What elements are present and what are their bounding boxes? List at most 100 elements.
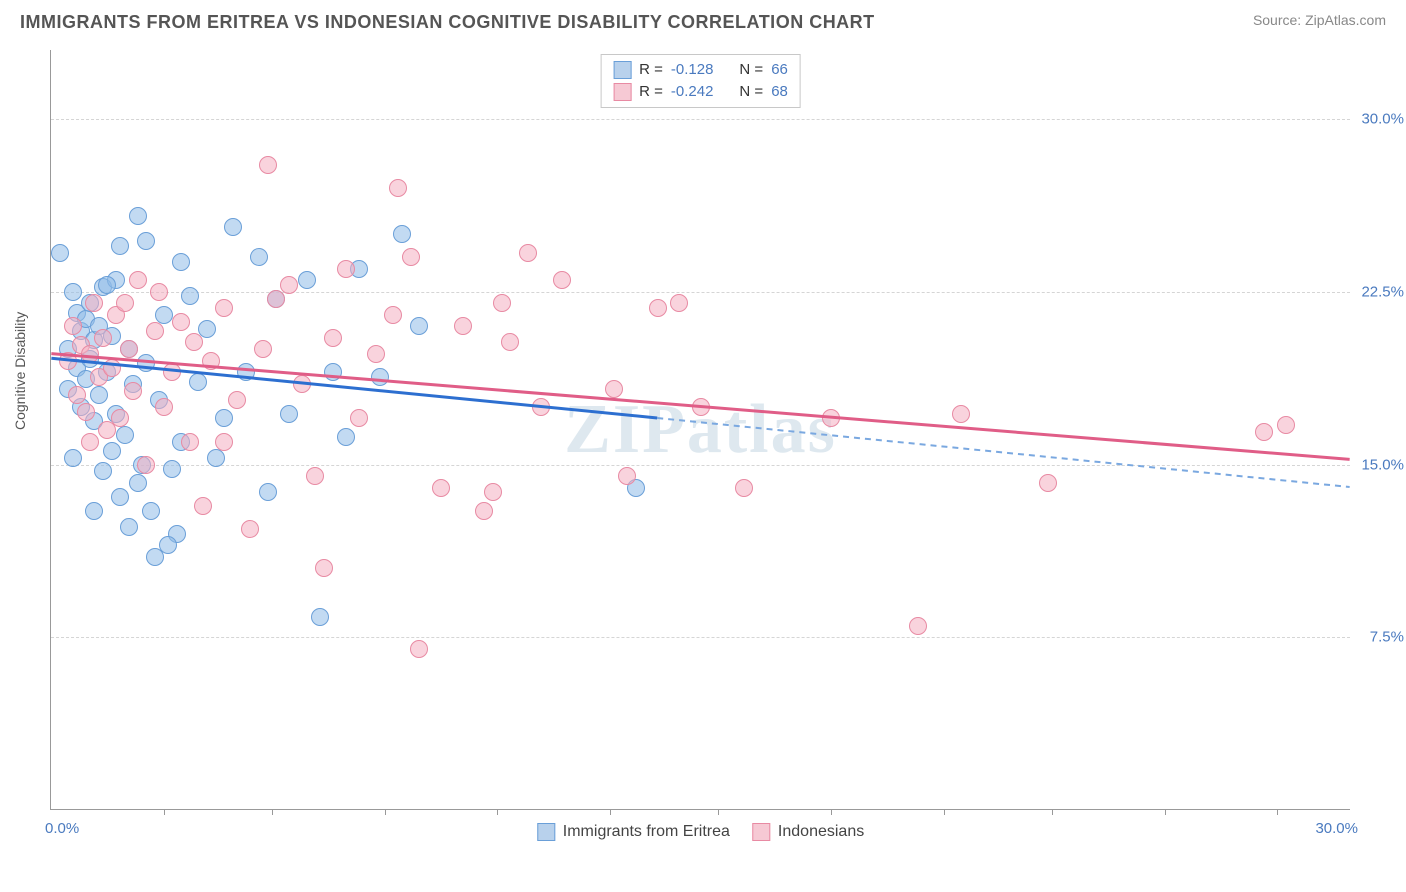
data-point (605, 380, 623, 398)
data-point (189, 373, 207, 391)
data-point (81, 345, 99, 363)
data-point (137, 232, 155, 250)
legend-item: Immigrants from Eritrea (537, 823, 730, 841)
data-point (280, 276, 298, 294)
swatch-icon (537, 823, 555, 841)
data-point (198, 320, 216, 338)
r-value: -0.242 (671, 81, 714, 103)
data-point (159, 536, 177, 554)
data-point (371, 368, 389, 386)
data-point (493, 294, 511, 312)
series-name: Indonesians (778, 823, 864, 841)
data-point (81, 433, 99, 451)
x-tick-mark (610, 809, 611, 815)
data-point (181, 433, 199, 451)
data-point (185, 333, 203, 351)
data-point (94, 329, 112, 347)
data-point (410, 640, 428, 658)
data-point (172, 313, 190, 331)
data-point (432, 479, 450, 497)
data-point (259, 156, 277, 174)
data-point (315, 559, 333, 577)
data-point (241, 520, 259, 538)
data-point (350, 409, 368, 427)
data-point (155, 398, 173, 416)
data-point (129, 207, 147, 225)
data-point (98, 276, 116, 294)
data-point (155, 306, 173, 324)
data-point (337, 260, 355, 278)
data-point (1277, 416, 1295, 434)
data-point (259, 483, 277, 501)
r-label: R = (639, 59, 663, 81)
data-point (129, 271, 147, 289)
r-value: -0.128 (671, 59, 714, 81)
data-point (501, 333, 519, 351)
data-point (120, 340, 138, 358)
data-point (111, 237, 129, 255)
data-point (393, 225, 411, 243)
data-point (90, 386, 108, 404)
data-point (129, 474, 147, 492)
data-point (215, 409, 233, 427)
n-label: N = (739, 81, 763, 103)
data-point (64, 283, 82, 301)
data-point (692, 398, 710, 416)
data-point (324, 363, 342, 381)
data-point (116, 294, 134, 312)
x-tick-mark (1165, 809, 1166, 815)
n-label: N = (739, 59, 763, 81)
r-label: R = (639, 81, 663, 103)
data-point (207, 449, 225, 467)
series-name: Immigrants from Eritrea (563, 823, 730, 841)
data-point (475, 502, 493, 520)
swatch-icon (752, 823, 770, 841)
n-value: 66 (771, 59, 788, 81)
data-point (484, 483, 502, 501)
swatch-icon (613, 83, 631, 101)
data-point (384, 306, 402, 324)
data-point (367, 345, 385, 363)
data-point (280, 405, 298, 423)
data-point (137, 456, 155, 474)
plot-area: ZIPatlas R = -0.128 N = 66 R = -0.242 N … (50, 50, 1350, 810)
x-tick-mark (1052, 809, 1053, 815)
data-point (163, 460, 181, 478)
data-point (120, 518, 138, 536)
data-point (103, 359, 121, 377)
data-point (124, 382, 142, 400)
data-point (64, 317, 82, 335)
data-point (454, 317, 472, 335)
data-point (410, 317, 428, 335)
data-point (85, 294, 103, 312)
swatch-icon (613, 61, 631, 79)
y-tick-label: 7.5% (1370, 629, 1404, 646)
gridline (51, 637, 1350, 638)
data-point (172, 253, 190, 271)
y-axis-label: Cognitive Disability (12, 312, 28, 430)
legend-item: Indonesians (752, 823, 864, 841)
data-point (267, 290, 285, 308)
data-point (137, 354, 155, 372)
x-tick-label: 0.0% (45, 820, 79, 837)
chart-title: IMMIGRANTS FROM ERITREA VS INDONESIAN CO… (20, 12, 875, 33)
series-legend: Immigrants from Eritrea Indonesians (537, 823, 864, 841)
data-point (59, 352, 77, 370)
data-point (146, 322, 164, 340)
data-point (250, 248, 268, 266)
x-tick-mark (944, 809, 945, 815)
data-point (194, 497, 212, 515)
data-point (553, 271, 571, 289)
y-tick-label: 30.0% (1361, 111, 1404, 128)
data-point (952, 405, 970, 423)
data-point (618, 467, 636, 485)
data-point (215, 433, 233, 451)
gridline (51, 465, 1350, 466)
data-point (1255, 423, 1273, 441)
data-point (202, 352, 220, 370)
data-point (532, 398, 550, 416)
data-point (649, 299, 667, 317)
data-point (670, 294, 688, 312)
data-point (103, 442, 121, 460)
data-point (311, 608, 329, 626)
